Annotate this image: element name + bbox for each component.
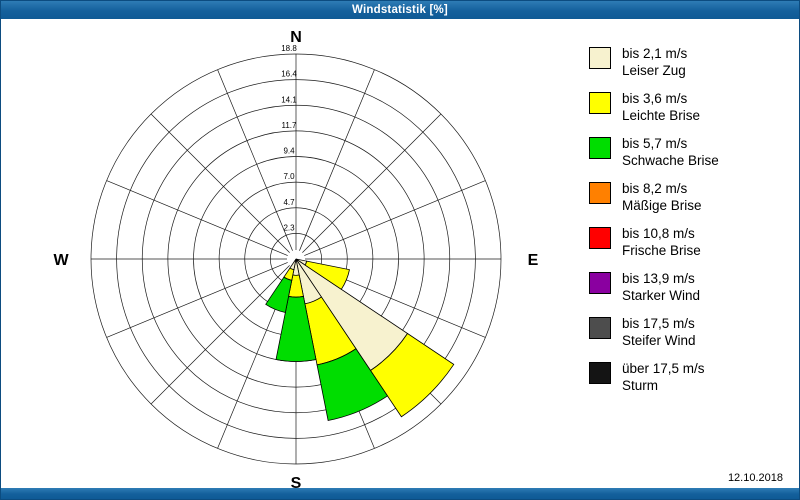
legend-speed: bis 8,2 m/s (622, 181, 688, 196)
bottom-bar (1, 488, 799, 499)
windrose-petal (369, 332, 455, 418)
legend-color-swatch (589, 362, 611, 384)
legend-color-swatch (589, 272, 611, 294)
ring-label: 4.7 (283, 198, 295, 207)
windrose-petal (275, 295, 317, 362)
grid-spoke (299, 69, 375, 251)
legend-item: bis 8,2 m/s Mäßige Brise (589, 180, 719, 214)
grid-spoke (302, 113, 442, 253)
legend-item: über 17,5 m/s Sturm (589, 360, 719, 394)
windrose-petal (265, 276, 293, 313)
legend-color-swatch (589, 137, 611, 159)
legend-color-swatch (589, 92, 611, 114)
windrose-petal (304, 260, 350, 290)
legend-color-swatch (589, 47, 611, 69)
legend-speed: bis 5,7 m/s (622, 136, 688, 151)
ring-label: 18.8 (281, 44, 297, 53)
ring-label: 16.4 (281, 70, 297, 79)
legend-name: Steifer Wind (622, 333, 696, 348)
compass-s: S (291, 475, 302, 492)
compass-n: N (290, 29, 302, 46)
grid-spoke (217, 69, 293, 251)
legend-item: bis 17,5 m/s Steifer Wind (589, 315, 719, 349)
grid-spoke (106, 262, 288, 338)
legend-color-swatch (589, 317, 611, 339)
compass-w: W (53, 252, 69, 269)
compass-e: E (528, 252, 539, 269)
ring-label: 2.3 (283, 223, 295, 232)
legend-name: Mäßige Brise (622, 198, 702, 213)
ring-label: 11.7 (282, 121, 298, 130)
legend-name: Schwache Brise (622, 153, 719, 168)
ring-label: 7.0 (283, 172, 295, 181)
grid-spoke (106, 180, 288, 256)
grid-spoke (304, 180, 486, 256)
window-title: Windstatistik [%] (1, 1, 799, 19)
legend-color-swatch (589, 182, 611, 204)
legend-color-swatch (589, 227, 611, 249)
legend-speed: bis 13,9 m/s (622, 271, 695, 286)
legend-item: bis 5,7 m/s Schwache Brise (589, 135, 719, 169)
legend-item: bis 3,6 m/s Leichte Brise (589, 90, 719, 124)
legend: bis 2,1 m/s Leiser Zug bis 3,6 m/s Leichte … (589, 45, 719, 394)
legend-speed: bis 10,8 m/s (622, 226, 695, 241)
date-label: 12.10.2018 (727, 472, 783, 484)
ring-label: 9.4 (283, 147, 295, 156)
windrose-petal (316, 348, 389, 421)
grid-spoke (150, 113, 290, 253)
ring-label: 14.1 (281, 95, 297, 104)
legend-name: Frische Brise (622, 243, 701, 258)
grid-spoke (150, 265, 290, 405)
legend-speed: bis 2,1 m/s (622, 46, 688, 61)
legend-speed: bis 3,6 m/s (622, 91, 688, 106)
legend-item: bis 13,9 m/s Starker Wind (589, 270, 719, 304)
legend-speed: bis 17,5 m/s (622, 316, 695, 331)
legend-name: Leiser Zug (622, 63, 686, 78)
legend-name: Sturm (622, 378, 659, 393)
legend-speed: über 17,5 m/s (622, 361, 705, 376)
legend-item: bis 2,1 m/s Leiser Zug (589, 45, 719, 79)
legend-item: bis 10,8 m/s Frische Brise (589, 225, 719, 259)
legend-name: Starker Wind (622, 288, 701, 303)
legend-name: Leichte Brise (622, 108, 701, 123)
